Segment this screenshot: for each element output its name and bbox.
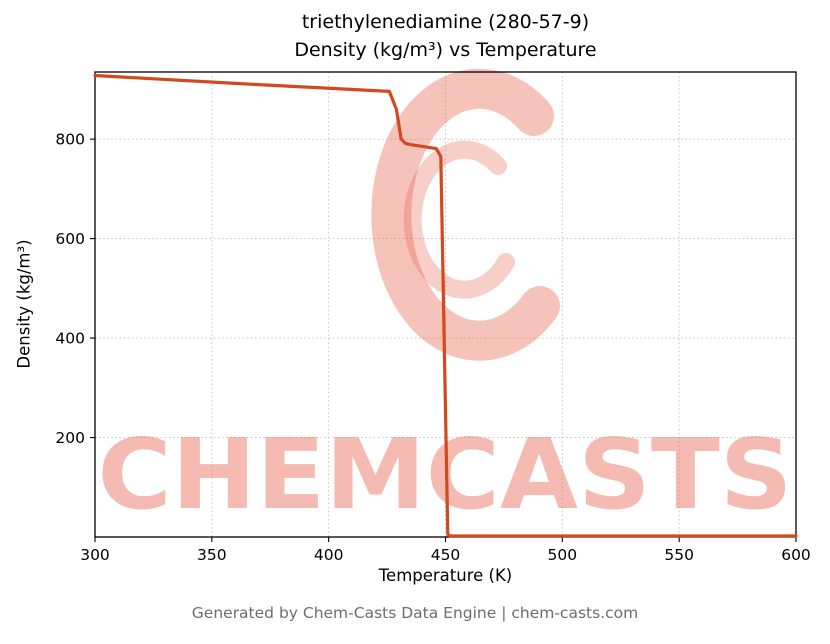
chart-title-line1: triethylenediamine (280-57-9) bbox=[301, 11, 590, 33]
chemcasts-logo-icon bbox=[371, 68, 560, 361]
y-tick-label: 800 bbox=[55, 131, 85, 149]
x-tick-label: 350 bbox=[197, 546, 227, 564]
x-tick-label: 450 bbox=[431, 546, 461, 564]
footer-credit: Generated by Chem-Casts Data Engine | ch… bbox=[191, 604, 639, 622]
axis-tick-labels: 300 350 400 450 500 550 600 200 400 600 800 bbox=[55, 131, 810, 564]
y-tick-label: 600 bbox=[55, 230, 85, 248]
x-axis-label: Temperature (K) bbox=[378, 566, 513, 585]
chart-title: triethylenediamine (280-57-9) Density (k… bbox=[95, 8, 796, 64]
x-tick-label: 300 bbox=[80, 546, 110, 564]
chart-title-line2: Density (kg/m³) vs Temperature bbox=[294, 39, 597, 61]
x-tick-label: 400 bbox=[314, 546, 344, 564]
x-tick-label: 500 bbox=[548, 546, 578, 564]
y-tick-label: 400 bbox=[55, 330, 85, 348]
axis-ticks bbox=[90, 138, 797, 542]
x-tick-label: 550 bbox=[664, 546, 694, 564]
chemcasts-logo-inner-icon bbox=[403, 140, 515, 299]
density-line bbox=[93, 73, 798, 538]
y-tick-label: 200 bbox=[55, 429, 85, 447]
density-line-series bbox=[93, 73, 798, 538]
x-tick-label: 600 bbox=[781, 546, 811, 564]
